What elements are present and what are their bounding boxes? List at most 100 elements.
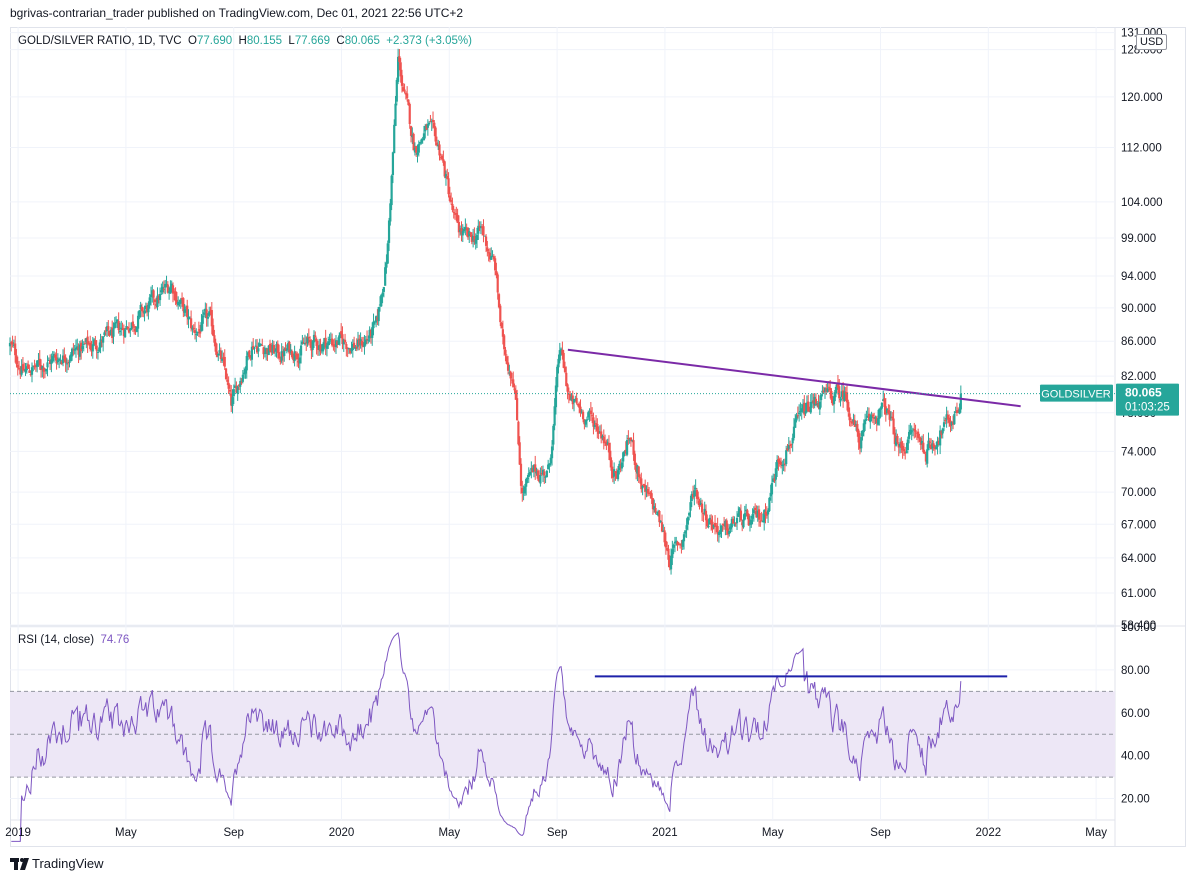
candle-body bbox=[302, 342, 305, 344]
candle-body bbox=[759, 521, 762, 523]
candle-body bbox=[243, 372, 246, 375]
candle-body bbox=[715, 525, 718, 527]
candle-body bbox=[199, 329, 202, 334]
price-tick-label: 64.000 bbox=[1121, 553, 1156, 565]
candle-body bbox=[821, 390, 824, 393]
candle-body bbox=[184, 307, 188, 309]
candle-body bbox=[659, 521, 662, 523]
candle-body bbox=[358, 338, 361, 346]
candle-body bbox=[495, 271, 498, 276]
candle-body bbox=[851, 421, 854, 424]
candle-body bbox=[519, 463, 523, 486]
candle-body bbox=[651, 498, 655, 510]
candle-body bbox=[763, 510, 766, 523]
candle-body bbox=[373, 321, 376, 323]
candle-body bbox=[491, 255, 494, 257]
candle-body bbox=[89, 342, 92, 350]
candle-body bbox=[299, 345, 303, 356]
candle-body bbox=[650, 493, 653, 499]
candle-body bbox=[827, 386, 830, 388]
price-tag-bg bbox=[1116, 383, 1179, 416]
candle-body bbox=[187, 317, 190, 320]
candle-body bbox=[346, 347, 349, 349]
candle-body bbox=[933, 445, 937, 450]
candle-body bbox=[909, 429, 912, 434]
candle-body bbox=[598, 432, 602, 434]
candle-body bbox=[206, 316, 210, 319]
candle-body bbox=[742, 519, 745, 528]
candle-body bbox=[607, 442, 611, 453]
candle-body bbox=[201, 315, 204, 324]
candle-body bbox=[417, 144, 420, 153]
candle-body bbox=[249, 355, 252, 358]
resistance-trendline bbox=[567, 348, 1021, 408]
candle-body bbox=[129, 328, 132, 331]
candle-body bbox=[19, 369, 22, 375]
candle-body bbox=[456, 214, 459, 223]
currency-button[interactable]: USD bbox=[1136, 34, 1168, 50]
candle-body bbox=[228, 390, 232, 392]
candle-body bbox=[258, 343, 261, 347]
candle-body bbox=[334, 340, 338, 348]
candle-body bbox=[271, 344, 274, 353]
candle-body bbox=[298, 357, 301, 364]
candle-body bbox=[27, 364, 30, 369]
time-tick-label: 2021 bbox=[652, 827, 678, 839]
candle-body bbox=[265, 348, 268, 354]
candle-body bbox=[567, 393, 570, 395]
candle-body bbox=[804, 411, 807, 414]
candle-body bbox=[416, 152, 419, 155]
candle-body bbox=[210, 310, 213, 327]
candle-body bbox=[500, 322, 503, 329]
candle-body bbox=[340, 331, 343, 335]
candle-body bbox=[472, 236, 475, 241]
candle-body bbox=[487, 252, 490, 254]
rsi-tick-label: 40.00 bbox=[1121, 751, 1150, 763]
candle-body bbox=[501, 329, 504, 337]
candle-body bbox=[196, 331, 199, 334]
candle-body bbox=[15, 355, 18, 365]
price-tick-label: 94.000 bbox=[1121, 271, 1156, 283]
candle-body bbox=[514, 390, 517, 400]
candle-body bbox=[605, 441, 608, 446]
candle-body bbox=[239, 381, 242, 387]
candle-body bbox=[594, 423, 598, 425]
candle-body bbox=[29, 373, 32, 375]
candle-body bbox=[920, 440, 924, 444]
candle-body bbox=[550, 446, 554, 459]
candle-body bbox=[707, 525, 710, 528]
candle-body bbox=[391, 152, 395, 176]
candle-body bbox=[290, 351, 294, 358]
candle-body bbox=[158, 294, 162, 301]
candle-body bbox=[884, 406, 887, 415]
chart-frame[interactable] bbox=[10, 27, 1186, 847]
candle-body bbox=[923, 452, 926, 454]
candle-body bbox=[858, 441, 862, 449]
candle-body bbox=[175, 299, 178, 304]
candle-body bbox=[826, 388, 829, 392]
candle-body bbox=[905, 451, 908, 453]
candle-body bbox=[951, 421, 955, 425]
candle-body bbox=[695, 490, 699, 499]
candle-body bbox=[873, 417, 876, 419]
candle-body bbox=[620, 462, 624, 469]
candle-body bbox=[309, 339, 312, 343]
candle-body bbox=[45, 368, 48, 372]
candle-body bbox=[787, 444, 790, 449]
candle-body bbox=[701, 503, 704, 513]
candle-body bbox=[801, 404, 805, 409]
candle-body bbox=[356, 339, 360, 347]
candle-body bbox=[866, 415, 869, 418]
candle-body bbox=[65, 363, 69, 365]
high-label: H bbox=[238, 35, 247, 47]
candle-body bbox=[91, 344, 94, 352]
candle-body bbox=[142, 311, 145, 313]
candle-body bbox=[333, 345, 336, 347]
candle-body bbox=[823, 387, 827, 392]
candle-body bbox=[479, 226, 482, 229]
candle-body bbox=[122, 328, 125, 337]
candle-body bbox=[350, 348, 353, 352]
candle-body bbox=[545, 470, 548, 478]
candle-body bbox=[177, 301, 180, 306]
